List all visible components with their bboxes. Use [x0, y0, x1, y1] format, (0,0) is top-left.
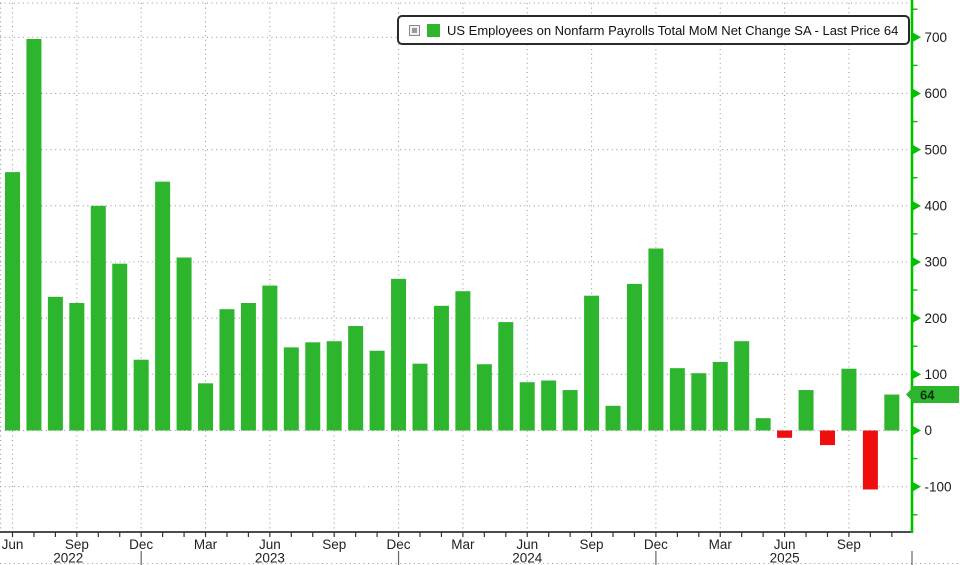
- x-tick-label: Mar: [451, 537, 475, 552]
- year-label: 2025: [770, 551, 800, 565]
- bar-sep-2023: [326, 341, 342, 431]
- legend-checkbox-dot: [412, 27, 417, 33]
- bar-nov-2023: [369, 350, 385, 431]
- x-tick-label: Sep: [580, 537, 604, 552]
- x-tick-label: Dec: [387, 537, 411, 552]
- year-label: 2023: [255, 551, 285, 565]
- bar-feb-2025: [691, 373, 707, 431]
- bar-mar-2024: [455, 291, 471, 431]
- bar-nov-2025: [884, 394, 900, 431]
- bar-may-2024: [498, 322, 514, 431]
- bar-oct-2022: [90, 205, 106, 431]
- last-price-value: 64: [920, 387, 935, 402]
- bar-jan-2023: [155, 181, 171, 431]
- chart-legend[interactable]: US Employees on Nonfarm Payrolls Total M…: [397, 15, 911, 45]
- bar-dec-2024: [648, 248, 664, 431]
- bar-jan-2024: [412, 363, 428, 431]
- bar-aug-2025: [819, 430, 835, 446]
- bar-nov-2024: [626, 283, 642, 431]
- last-price-tag: [906, 386, 959, 404]
- bar-apr-2025: [734, 341, 750, 431]
- x-tick-label: Jun: [516, 537, 538, 552]
- y-tick-label: 700: [925, 30, 948, 45]
- x-tick-label: Sep: [837, 537, 861, 552]
- y-axis-tick-arrow: [913, 313, 921, 323]
- y-tick-label: 300: [925, 255, 948, 270]
- legend-series-swatch: [427, 23, 440, 37]
- bar-sep-2022: [69, 302, 85, 431]
- bar-jan-2025: [669, 368, 685, 431]
- y-axis-tick-arrow: [913, 426, 921, 435]
- bar-jul-2023: [283, 347, 299, 431]
- bar-may-2025: [755, 418, 771, 431]
- year-label: 2022: [53, 551, 83, 565]
- bar-jun-2025: [777, 430, 793, 438]
- bar-nov-2022: [112, 263, 128, 431]
- bar-feb-2023: [176, 257, 192, 431]
- y-tick-label: 400: [925, 199, 948, 214]
- bar-jul-2024: [541, 380, 557, 431]
- x-tick-label: Dec: [129, 537, 153, 552]
- bar-oct-2025: [862, 430, 878, 490]
- bar-sep-2024: [584, 295, 600, 431]
- x-tick-label: Sep: [322, 537, 346, 552]
- bar-oct-2024: [605, 405, 621, 431]
- y-axis-tick-arrow: [913, 482, 921, 492]
- x-tick-label: Dec: [644, 537, 668, 552]
- legend-series-label: US Employees on Nonfarm Payrolls Total M…: [447, 22, 899, 38]
- y-axis-tick-arrow: [913, 32, 921, 42]
- y-axis-tick-arrow: [913, 257, 921, 267]
- bar-may-2023: [240, 302, 256, 431]
- bar-apr-2023: [219, 309, 235, 431]
- bar-jun-2022: [5, 172, 20, 431]
- bar-oct-2023: [348, 326, 364, 431]
- x-tick-label: Sep: [65, 537, 89, 552]
- bar-jun-2023: [262, 285, 278, 431]
- bar-mar-2025: [712, 361, 728, 431]
- y-axis-tick-arrow: [913, 201, 921, 211]
- y-tick-label: 0: [925, 423, 933, 438]
- y-axis-tick-arrow: [913, 145, 921, 155]
- y-tick-label: 600: [925, 86, 948, 101]
- bar-aug-2024: [562, 390, 578, 431]
- y-axis-tick-arrow: [913, 88, 921, 98]
- bar-jul-2022: [26, 38, 42, 431]
- year-label: 2024: [512, 551, 543, 565]
- y-tick-label: 100: [925, 367, 948, 382]
- legend-checkbox-icon[interactable]: [409, 24, 420, 36]
- bar-mar-2023: [198, 383, 214, 431]
- bar-jun-2024: [519, 382, 535, 431]
- bar-dec-2022: [133, 359, 149, 431]
- bar-sep-2025: [841, 368, 857, 431]
- bar-jul-2025: [798, 390, 814, 431]
- y-tick-label: 500: [925, 142, 948, 157]
- x-tick-label: Jun: [2, 537, 24, 552]
- x-tick-label: Mar: [709, 537, 733, 552]
- bar-dec-2023: [391, 278, 407, 431]
- x-tick-label: Mar: [194, 537, 218, 552]
- bar-aug-2023: [305, 342, 321, 431]
- y-tick-label: 200: [925, 311, 948, 326]
- y-tick-label: -100: [925, 479, 952, 494]
- bar-aug-2022: [47, 296, 63, 431]
- bar-feb-2024: [433, 305, 449, 431]
- x-tick-label: Jun: [259, 537, 281, 552]
- x-tick-label: Jun: [774, 537, 796, 552]
- y-axis-tick-arrow: [913, 369, 921, 379]
- bar-apr-2024: [476, 364, 492, 431]
